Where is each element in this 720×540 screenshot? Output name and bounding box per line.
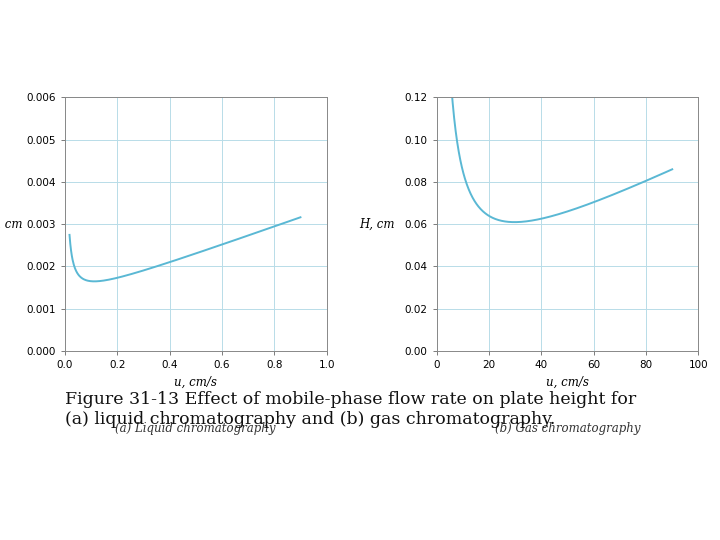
X-axis label: u, cm/s: u, cm/s (546, 376, 589, 389)
Text: (a) Liquid chromatography: (a) Liquid chromatography (115, 422, 276, 435)
Text: (b) Gas chromatography: (b) Gas chromatography (495, 422, 640, 435)
Y-axis label: H, cm: H, cm (0, 218, 23, 231)
Text: Figure 31-13 Effect of mobile-phase flow rate on plate height for
(a) liquid chr: Figure 31-13 Effect of mobile-phase flow… (65, 392, 636, 428)
X-axis label: u, cm/s: u, cm/s (174, 376, 217, 389)
Y-axis label: H, cm: H, cm (359, 218, 395, 231)
